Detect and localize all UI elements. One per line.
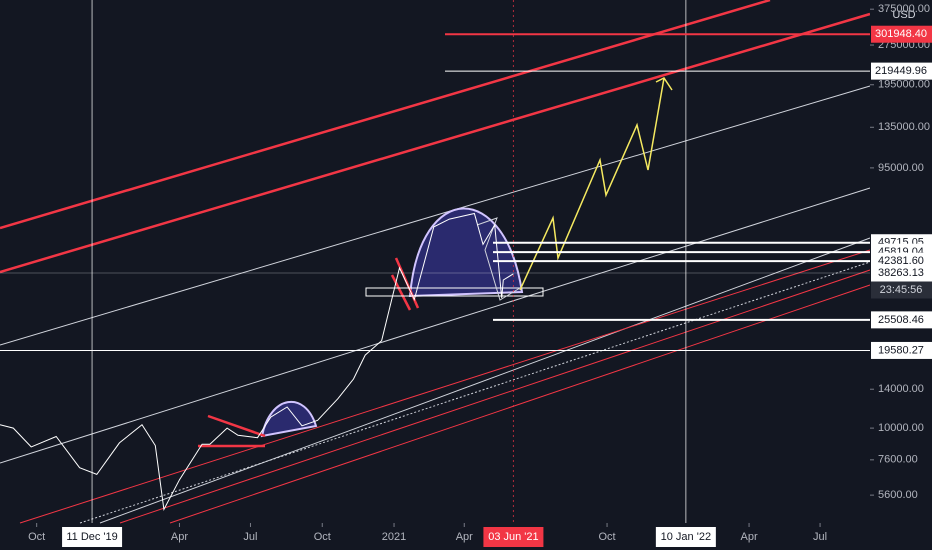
projection-arrowhead xyxy=(655,77,673,91)
level-label: 219449.96 xyxy=(875,65,927,77)
level-label-box xyxy=(871,62,932,80)
x-marker-label: 03 Jun '21 xyxy=(488,531,538,543)
y-tick-label: 195000.00 xyxy=(878,79,930,91)
trend-line xyxy=(207,414,266,438)
x-tick-label: 2021 xyxy=(382,531,406,543)
level-label-box xyxy=(871,25,932,43)
y-tick-label: 7600.00 xyxy=(878,454,918,466)
level-label-box xyxy=(871,341,932,359)
x-tick-label: Oct xyxy=(28,531,45,543)
channel-line xyxy=(0,187,871,464)
level-label: 45819.04 xyxy=(878,246,924,258)
cup-shape xyxy=(260,400,318,438)
level-label-box xyxy=(871,311,932,329)
zone-box xyxy=(365,287,544,297)
x-marker-box xyxy=(483,527,544,547)
currency-label: USD xyxy=(892,9,915,21)
y-tick-label: 95000.00 xyxy=(878,162,924,174)
level-label-box xyxy=(871,264,932,282)
x-marker-box xyxy=(655,527,716,547)
trend-line xyxy=(0,0,771,230)
x-tick-label: Apr xyxy=(456,531,473,543)
y-tick-label: 135000.00 xyxy=(878,121,930,133)
x-tick-label: Oct xyxy=(314,531,331,543)
level-label: 19580.27 xyxy=(878,344,924,356)
y-tick-label: 14000.00 xyxy=(878,383,924,395)
price-line xyxy=(0,212,514,512)
channel-line xyxy=(99,237,871,524)
channel-line xyxy=(119,269,871,524)
countdown-label: 23:45:56 xyxy=(880,284,923,296)
countdown-box xyxy=(871,281,932,299)
drawings xyxy=(0,0,871,524)
level-label: 25508.46 xyxy=(878,314,924,326)
x-tick-label: Apr xyxy=(171,531,188,543)
cup-shape xyxy=(408,207,524,298)
channel-line xyxy=(79,261,871,524)
channel-line xyxy=(0,85,871,346)
channel-line xyxy=(19,249,871,524)
y-tick-label: 10000.00 xyxy=(878,422,924,434)
x-marker-label: 11 Dec '19 xyxy=(66,531,117,543)
x-marker-label: 10 Jan '22 xyxy=(661,531,711,543)
y-tick-label: 5600.00 xyxy=(878,489,918,501)
trend-line xyxy=(0,12,871,274)
x-tick-label: Jul xyxy=(243,531,257,543)
level-label: 38263.13 xyxy=(878,267,924,279)
projection-path xyxy=(519,77,665,291)
trend-line xyxy=(390,274,412,311)
pattern-arrow xyxy=(476,217,521,301)
level-label: 42381.60 xyxy=(878,255,924,267)
level-label: 301948.40 xyxy=(875,28,927,40)
x-marker-box xyxy=(62,527,123,547)
x-tick-label: Apr xyxy=(740,531,757,543)
x-tick-label: Jul xyxy=(813,531,827,543)
y-tick-label: 375000.00 xyxy=(878,3,930,15)
channel-line xyxy=(169,284,871,524)
x-tick-label: Oct xyxy=(598,531,615,543)
